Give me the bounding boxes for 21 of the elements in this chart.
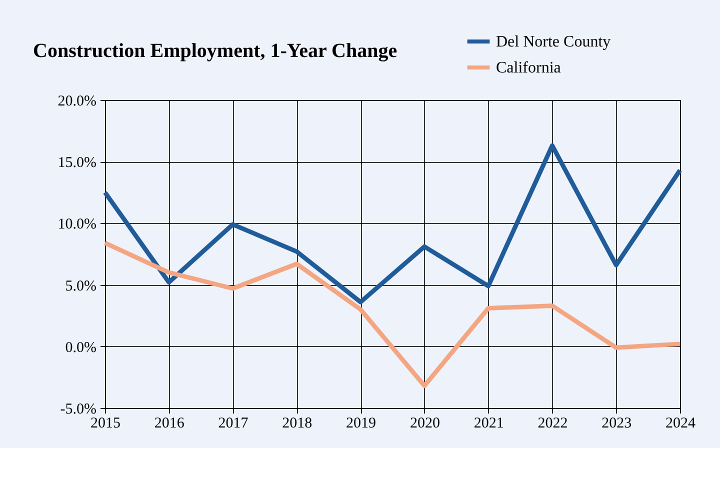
x-tick-label: 2018 <box>282 416 312 432</box>
y-tick-label: 5.0% <box>65 278 96 294</box>
x-tick-label: 2021 <box>474 416 504 432</box>
x-tick-label: 2022 <box>538 416 568 432</box>
y-tick-label: 15.0% <box>58 155 96 172</box>
x-tick-label: 2024 <box>666 416 696 432</box>
y-tick-label: 0.0% <box>65 340 96 356</box>
x-tick-label: 2020 <box>410 416 440 432</box>
line-series <box>102 240 682 388</box>
legend-label: California <box>496 60 561 76</box>
x-tick-label: 2019 <box>346 416 376 432</box>
y-tick-label: 20.0% <box>58 94 96 110</box>
legend-label: Del Norte County <box>496 34 611 50</box>
line-series <box>102 143 682 304</box>
x-tick-label: 2023 <box>602 416 632 432</box>
x-tick-label: 2016 <box>154 416 185 432</box>
y-tick-label: -5.0% <box>60 402 96 418</box>
x-tick-label: 2017 <box>218 416 249 432</box>
x-tick-label: 2015 <box>90 416 120 432</box>
chart-title: Construction Employment, 1-Year Change <box>33 40 398 62</box>
y-tick-label: 10.0% <box>58 216 96 233</box>
